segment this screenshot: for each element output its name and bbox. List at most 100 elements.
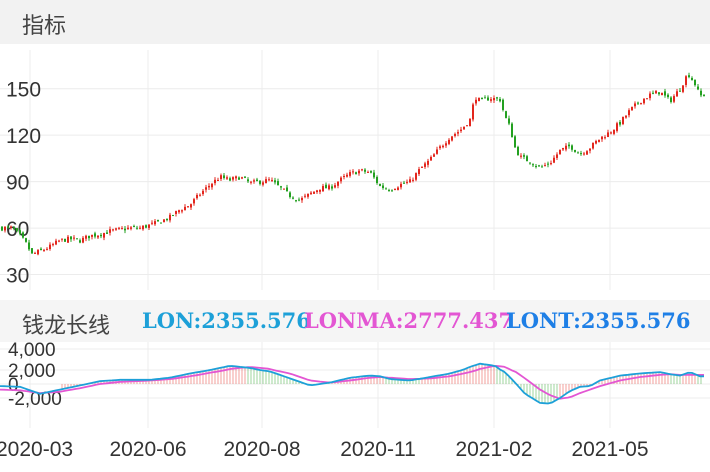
candle-body [151,222,153,224]
candle-body [334,185,336,188]
lonma-line [0,364,704,400]
candle-body [595,140,597,144]
candle-body [49,244,51,249]
candle-body [616,123,618,131]
candle-body [526,156,528,162]
candle-body [13,227,15,230]
candle-body [547,163,549,165]
candle-body [127,227,129,230]
candle-body [373,172,375,178]
candle-body [364,169,366,172]
candle-body [613,129,615,134]
candle-body [130,227,132,229]
candle-body [268,179,270,181]
candle-body [640,102,642,104]
candle-body [55,240,57,245]
candle-body [169,214,171,221]
candle-body [220,175,222,180]
candle-body [46,248,48,250]
candle-body [658,92,660,95]
candle-body [553,157,555,163]
candle-body [85,235,87,239]
candle-body [661,92,663,96]
candle-body [196,194,198,199]
candle-body [64,238,66,242]
candle-body [463,126,465,130]
candle-body [436,149,438,154]
candle-body [385,188,387,190]
candle-body [16,228,18,231]
candle-body [544,165,546,167]
candle-body [100,234,102,237]
candle-body [535,166,537,168]
x-tick-label: 2021-02 [455,438,532,461]
candle-body [514,136,516,148]
candle-body [319,189,321,192]
candle-body [670,97,672,103]
candle-body [211,183,213,188]
candle-body [115,228,117,230]
candle-body [703,94,705,96]
candle-body [421,166,423,168]
indicator-name[interactable]: 钱龙长线 [22,314,111,339]
candle-body [472,104,474,120]
candle-body [133,225,135,227]
price-ytick-label: 120 [6,125,41,148]
candle-body [673,96,675,102]
candle-body [637,102,639,104]
candle-body [598,139,600,142]
lont-value: LONT:2355.576 [506,308,691,333]
candle-body [181,210,183,212]
candle-body [604,137,606,139]
candle-body [409,179,411,183]
candle-body [277,181,279,186]
ind-ytick-label: 0 [8,375,19,396]
candle-body [487,97,489,101]
candle-body [610,132,612,134]
candle-body [532,164,534,166]
candle-body [451,136,453,141]
candle-body [511,123,513,138]
candle-body [592,142,594,149]
candle-body [403,182,405,184]
candle-body [253,180,255,182]
candle-body [691,77,693,81]
candle-body [601,136,603,140]
candle-body [517,146,519,156]
candle-body [301,197,303,201]
candle-body [391,190,393,192]
candle-body [7,226,9,228]
candle-body [19,230,21,234]
candle-body [154,221,156,225]
candle-body [58,240,60,242]
candle-body [112,229,114,231]
candle-body [655,91,657,94]
candle-body [361,169,363,171]
candle-body [187,206,189,208]
candle-body [241,177,243,179]
candle-body [37,250,39,255]
candle-body [682,85,684,92]
candle-body [337,181,339,186]
candle-body [259,180,261,184]
candle-body [415,173,417,180]
candle-body [469,118,471,127]
candle-body [466,125,468,127]
candle-body [481,97,483,99]
candle-body [565,145,567,150]
candle-body [508,118,510,124]
candle-body [76,238,78,240]
candle-body [205,187,207,190]
candle-body [406,181,408,183]
candle-body [502,99,504,110]
candle-body [172,215,174,217]
candle-body [328,185,330,190]
candle-body [298,199,300,201]
candle-body [22,232,24,238]
candle-body [652,92,654,94]
candle-body [460,129,462,132]
candle-body [562,147,564,150]
candle-body [475,99,477,104]
candle-body [10,226,12,228]
